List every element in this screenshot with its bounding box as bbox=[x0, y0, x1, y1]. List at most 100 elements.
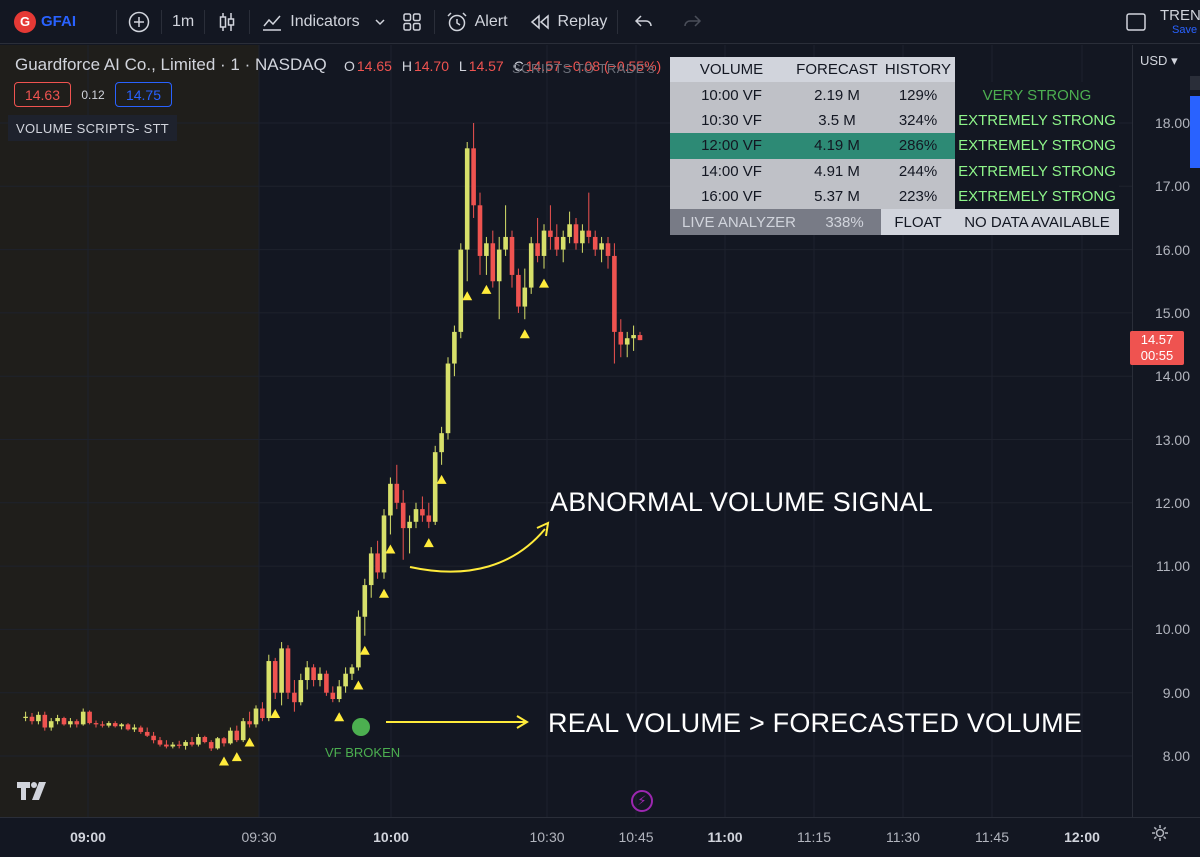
candle-body bbox=[196, 737, 201, 745]
candle-body bbox=[304, 667, 310, 681]
candle-body bbox=[349, 667, 355, 674]
candle bbox=[100, 721, 105, 728]
time-scale[interactable]: 09:00 09:30 10:00 10:30 10:45 11:00 11:15 11:30… bbox=[0, 817, 1200, 857]
price-tick-label: 8.00 bbox=[1162, 748, 1190, 764]
indicators-dropdown[interactable] bbox=[370, 0, 390, 44]
indicator-watermark: SCRIPTS TO TRADE's bbox=[512, 61, 655, 76]
redo-button[interactable] bbox=[670, 0, 714, 44]
candle-body bbox=[228, 730, 233, 744]
top-toolbar: G GFAI 1m Indicators Alert Replay TREND bbox=[0, 0, 1200, 44]
candle bbox=[522, 268, 528, 320]
layout-button[interactable] bbox=[390, 0, 434, 44]
grid-icon bbox=[402, 12, 421, 31]
interval-button[interactable]: 1m bbox=[172, 12, 195, 30]
signal-triangle bbox=[462, 291, 473, 301]
candle-body bbox=[272, 661, 278, 693]
candle-body bbox=[112, 723, 118, 727]
chart-type-button[interactable] bbox=[205, 0, 249, 44]
layout-name[interactable]: TREND Save bbox=[1158, 0, 1200, 44]
candle-body bbox=[541, 230, 547, 256]
candle bbox=[170, 742, 176, 749]
candle bbox=[516, 268, 521, 313]
undo-button[interactable] bbox=[618, 0, 670, 44]
price-tick-label: 14.00 bbox=[1154, 368, 1190, 385]
symbol-search[interactable]: G GFAI bbox=[0, 0, 86, 44]
float-value: NO DATA AVAILABLE bbox=[955, 209, 1119, 235]
candle bbox=[394, 464, 400, 510]
indicator-legend[interactable]: VOLUME SCRIPTS- STT bbox=[8, 115, 178, 141]
time-tick-label: 09:30 bbox=[241, 829, 277, 845]
symbol-legend-title[interactable]: Guardforce AI Co., Limited · 1 · NASDAQ bbox=[15, 55, 327, 74]
rating-cell: EXTREMELY STRONG bbox=[955, 158, 1119, 184]
candle bbox=[272, 657, 278, 700]
replay-button[interactable]: Replay bbox=[518, 0, 618, 44]
signal-markers bbox=[219, 278, 549, 766]
chart-pane[interactable]: Guardforce AI Co., Limited · 1 · NASDAQ … bbox=[0, 45, 1132, 817]
candle-body bbox=[516, 274, 521, 307]
candle bbox=[330, 686, 336, 703]
candle-body bbox=[100, 724, 105, 726]
tradingview-logo[interactable] bbox=[17, 782, 51, 808]
candle-body bbox=[356, 616, 361, 668]
candle-body bbox=[48, 721, 54, 728]
price-chart[interactable] bbox=[0, 45, 1132, 817]
candle bbox=[202, 735, 208, 744]
candle-body bbox=[471, 148, 476, 206]
candle bbox=[343, 667, 348, 693]
candle-body bbox=[330, 692, 336, 700]
compare-button[interactable] bbox=[117, 0, 161, 44]
lightning-icon[interactable]: ⚡ bbox=[631, 790, 653, 812]
candle bbox=[573, 217, 579, 250]
candle bbox=[612, 243, 617, 364]
currency-selector[interactable]: USD ▾ bbox=[1140, 53, 1178, 68]
candle-body bbox=[580, 230, 585, 244]
candle bbox=[61, 716, 67, 726]
candle-body bbox=[125, 724, 131, 730]
candle-body bbox=[324, 673, 329, 693]
candle-body bbox=[400, 502, 406, 529]
settings-gear-icon[interactable] bbox=[1150, 823, 1170, 843]
candle-body bbox=[477, 205, 483, 256]
time-tick-label: 11:00 bbox=[707, 829, 743, 845]
time-tick-label: 10:45 bbox=[618, 829, 654, 845]
candle bbox=[464, 141, 470, 282]
candle-body bbox=[426, 515, 432, 522]
table-row-highlighted: 12:00 VF 4.19 M 286% EXTREMELY STRONG bbox=[670, 133, 1119, 159]
fullscreen-button[interactable] bbox=[1114, 0, 1158, 44]
arrow-head bbox=[516, 715, 529, 729]
candle bbox=[471, 123, 476, 218]
candle-body bbox=[298, 680, 304, 703]
candle-body bbox=[202, 737, 208, 743]
signal-triangle bbox=[539, 278, 549, 288]
candle-body bbox=[151, 735, 156, 741]
candle-body bbox=[343, 673, 348, 687]
signal-triangle bbox=[359, 645, 370, 655]
candle-body bbox=[260, 708, 265, 719]
alert-button[interactable]: Alert bbox=[435, 0, 518, 44]
alert-label: Alert bbox=[474, 12, 508, 30]
table-cell: 3.5 M bbox=[793, 107, 881, 134]
candle bbox=[253, 705, 259, 728]
candle-body bbox=[36, 714, 41, 722]
high-value: 14.70 bbox=[413, 58, 449, 74]
time-tick-label: 11:45 bbox=[975, 829, 1009, 845]
candle bbox=[138, 725, 144, 734]
open-key: O bbox=[344, 58, 355, 74]
candle bbox=[458, 243, 464, 339]
current-price-label: 14.57 00:55 bbox=[1130, 331, 1184, 365]
spread-value: 0.12 bbox=[81, 87, 105, 102]
signal-triangle bbox=[379, 588, 389, 598]
ask-price[interactable]: 14.75 bbox=[115, 82, 172, 107]
signal-triangle bbox=[231, 752, 242, 762]
chart-grid bbox=[0, 45, 1132, 817]
candle-body bbox=[496, 249, 502, 282]
candle bbox=[388, 477, 393, 535]
price-scale[interactable]: 18.00 17.00 16.00 15.00 14.00 13.00 12.00 11.00… bbox=[1132, 45, 1200, 817]
bid-price[interactable]: 14.63 bbox=[14, 82, 71, 107]
company-logo-icon: G bbox=[14, 10, 36, 33]
candle-body bbox=[74, 721, 80, 725]
candle bbox=[362, 578, 368, 636]
indicators-button[interactable]: Indicators bbox=[250, 0, 369, 44]
candle bbox=[420, 496, 425, 522]
toolbar-divider bbox=[204, 9, 206, 34]
